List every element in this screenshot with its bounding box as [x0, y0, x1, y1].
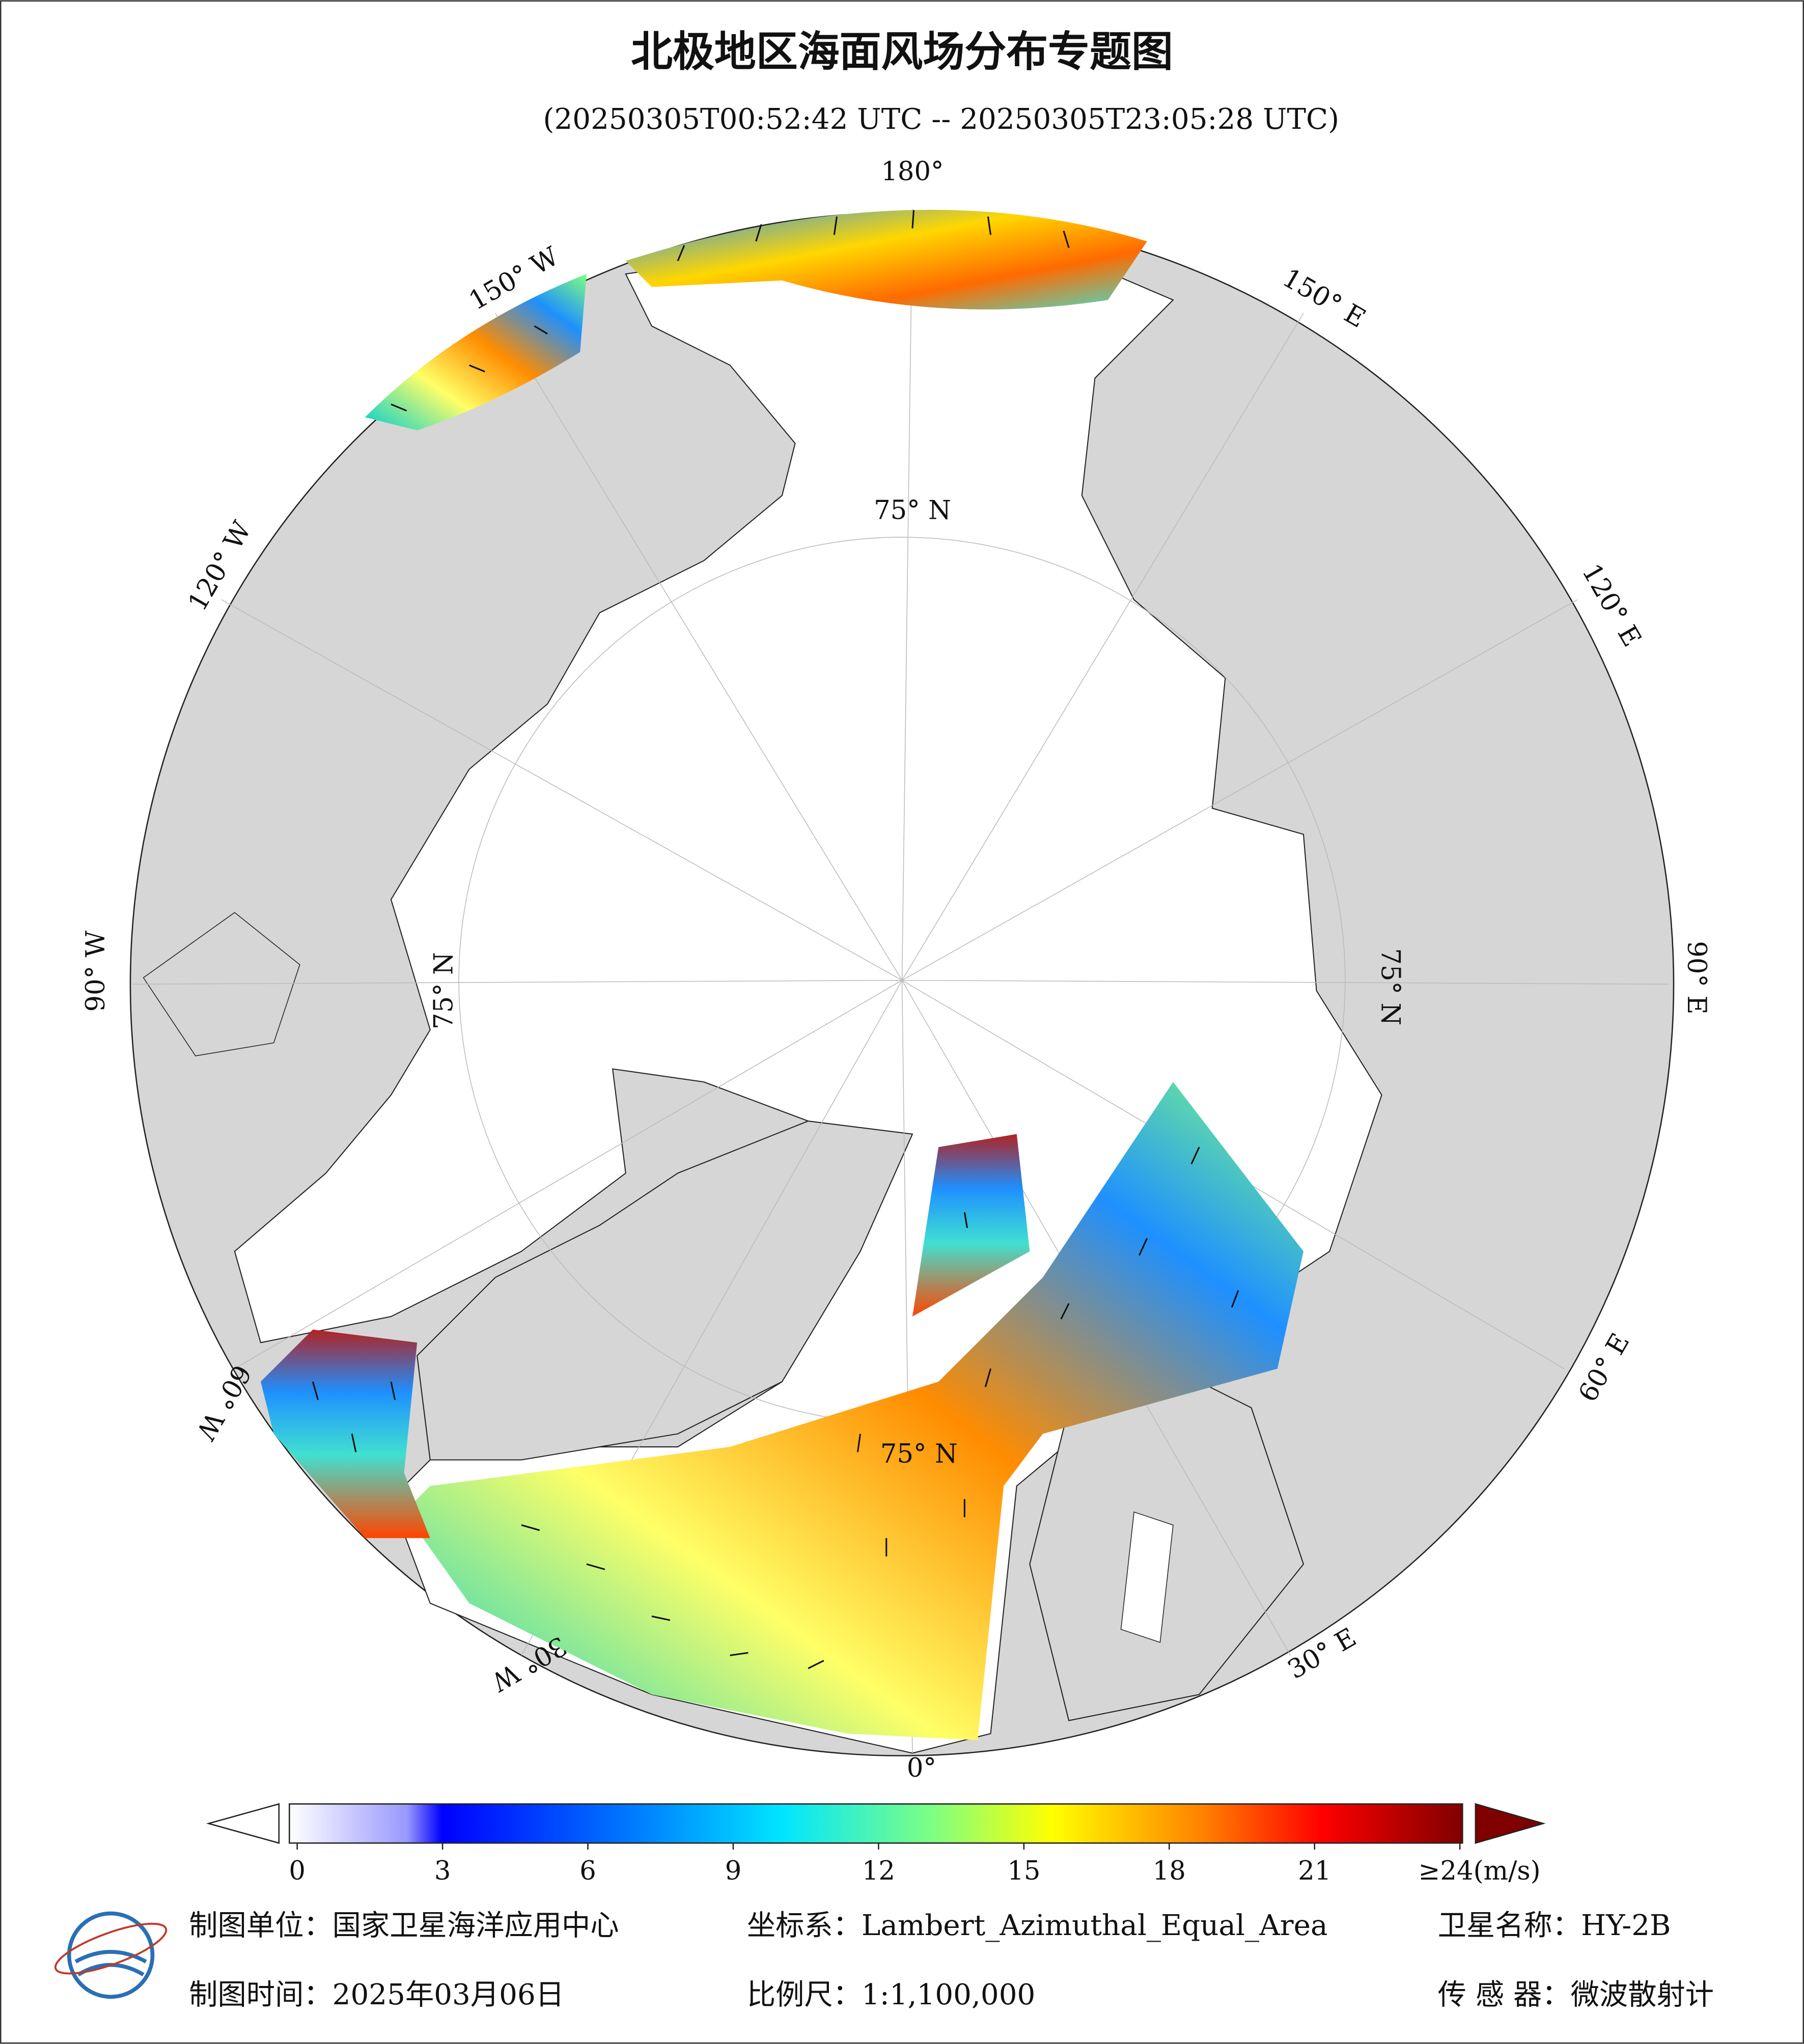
colorbar-tick-label: 12: [862, 1856, 895, 1886]
lon-label: 180°: [881, 156, 943, 187]
title: 北极地区海面风场分布专题图: [631, 27, 1173, 76]
colorbar: [206, 1803, 1546, 1844]
footer-crs: 坐标系：Lambert_Azimuthal_Equal_Area: [747, 1909, 1328, 1942]
lon-label: 90° E: [1681, 941, 1712, 1014]
lat-label: 75° N: [880, 1439, 958, 1469]
colorbar-tick-label: 3: [434, 1856, 451, 1886]
colorbar-tick-label: 15: [1007, 1856, 1040, 1886]
footer-sensor: 传 感 器：微波散射计: [1438, 1978, 1714, 2011]
lon-label: 0°: [907, 1753, 936, 1783]
subtitle: (20250305T00:52:42 UTC -- 20250305T23:05…: [543, 103, 1340, 136]
footer-scale: 比例尺：1:1,100,000: [747, 1978, 1036, 2011]
colorbar-tick-label: 9: [725, 1856, 742, 1886]
footer-satellite: 卫星名称：HY-2B: [1438, 1909, 1671, 1942]
logo: [54, 1911, 168, 1999]
lat-label: 75° N: [874, 495, 951, 526]
lat-label: 75° N: [429, 952, 459, 1029]
lat-label: 75° N: [1375, 948, 1405, 1025]
footer-unit: 制图单位：国家卫星海洋应用中心: [189, 1909, 619, 1942]
colorbar-tick-label: 0: [289, 1856, 306, 1886]
footer-date: 制图时间：2025年03月06日: [189, 1978, 564, 2011]
lon-label: 90° W: [80, 930, 111, 1012]
colorbar-tick-label: ≥24(m/s): [1419, 1856, 1541, 1886]
colorbar-tick-label: 18: [1153, 1856, 1186, 1886]
map: [129, 209, 1675, 1757]
colorbar-tick-label: 21: [1298, 1856, 1331, 1886]
colorbar-tick-label: 6: [579, 1856, 596, 1886]
